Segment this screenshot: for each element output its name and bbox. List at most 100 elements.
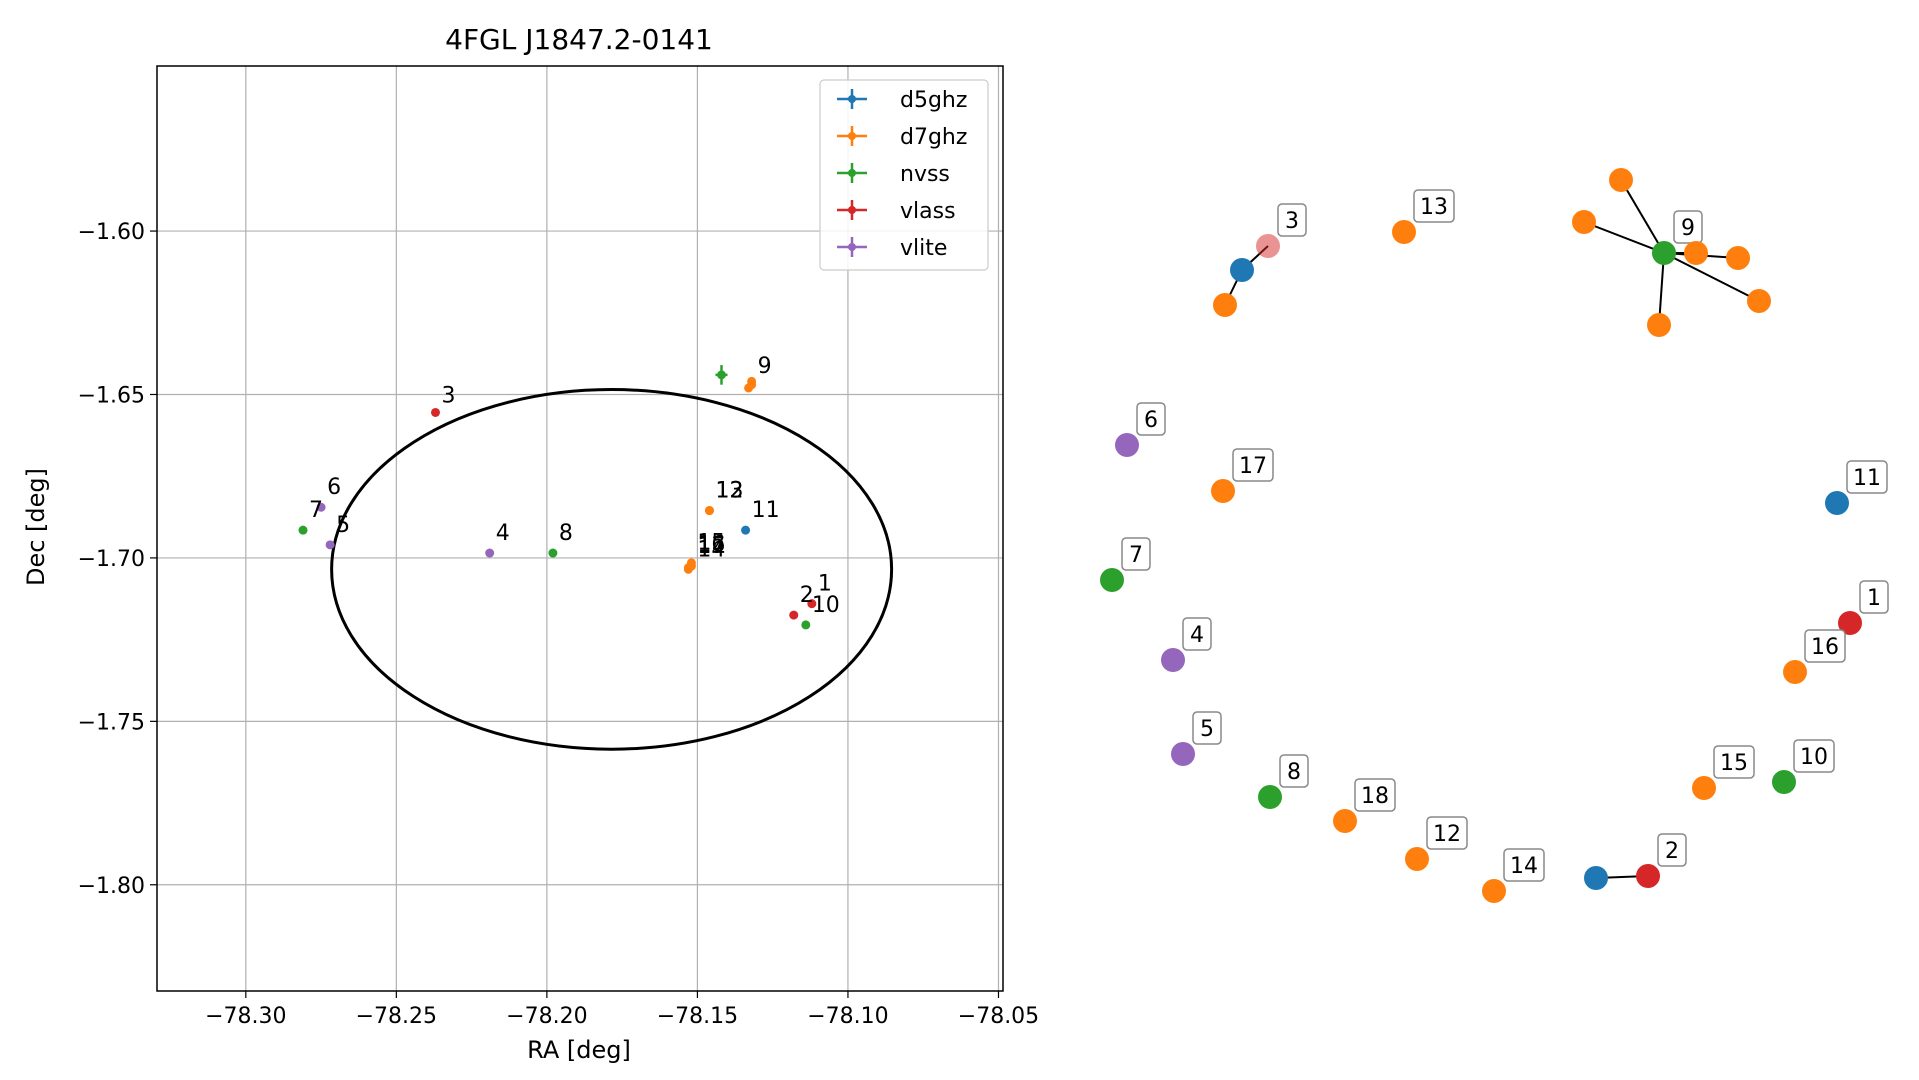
node-label: 11 <box>1853 466 1881 491</box>
network-node <box>1647 313 1671 337</box>
legend-label-d5ghz: d5ghz <box>900 88 967 113</box>
node-marker-vlass <box>1838 611 1862 635</box>
node-label-box <box>1793 739 1835 773</box>
x-axis-label: RA [deg] <box>527 1036 631 1064</box>
node-marker-nvss <box>1652 241 1676 265</box>
node-label-box <box>1279 754 1309 788</box>
legend-box <box>819 79 989 271</box>
network-node: 1 <box>1838 580 1889 635</box>
x-tick-label: −78.25 <box>356 1004 437 1029</box>
node-marker-vlass <box>1636 864 1660 888</box>
node-label: 2 <box>1665 839 1679 864</box>
point-nvss-10 <box>801 620 811 630</box>
legend-marker <box>848 206 856 214</box>
node-marker-vlass <box>1256 234 1280 258</box>
network-node <box>1747 289 1771 313</box>
x-tick-label: −78.05 <box>958 1004 1039 1029</box>
point-label: 11 <box>752 498 780 523</box>
point-label: 9 <box>758 354 772 379</box>
network-node: 17 <box>1211 448 1274 503</box>
network-node: 5 <box>1171 711 1222 766</box>
point-vlite-4 <box>485 548 495 558</box>
node-marker-d7ghz <box>1213 293 1237 317</box>
grid <box>157 66 1003 991</box>
y-tick-label: −1.75 <box>78 710 145 735</box>
node-label: 12 <box>1433 822 1461 847</box>
point-d7ghz-12 <box>704 506 714 516</box>
network-node: 14 <box>1482 848 1545 903</box>
node-marker-nvss <box>1258 785 1282 809</box>
point-label: 7 <box>309 498 323 523</box>
point-label: 10 <box>812 593 840 618</box>
point-d7ghz-14 <box>683 564 693 574</box>
point-d7ghz-9 <box>744 383 754 393</box>
node-label: 1 <box>1867 586 1881 611</box>
node-label: 8 <box>1287 760 1301 785</box>
network-node <box>1584 866 1608 890</box>
node-marker-d7ghz <box>1692 776 1716 800</box>
point-label: 15 <box>697 531 725 556</box>
y-tick-label: −1.70 <box>78 547 145 572</box>
node-label: 9 <box>1681 216 1695 241</box>
network-edge <box>1663 252 1760 302</box>
node-label-box <box>1136 402 1166 436</box>
network-node: 2 <box>1636 833 1687 888</box>
node-marker-d7ghz <box>1482 879 1506 903</box>
legend-marker <box>848 132 856 140</box>
y-tick-label: −1.60 <box>78 220 145 245</box>
point-label: 17 <box>697 534 725 559</box>
node-label-box <box>1804 629 1846 663</box>
node-label-box <box>1182 617 1212 651</box>
legend: d5ghz d7ghz nvss vlass vlite <box>819 79 989 271</box>
node-marker-d7ghz <box>1684 241 1708 265</box>
node-label: 13 <box>1420 195 1448 220</box>
network-node <box>1609 168 1633 192</box>
network-node: 10 <box>1772 739 1835 794</box>
legend-label-vlite: vlite <box>900 236 947 261</box>
x-tick-label: −78.10 <box>807 1004 888 1029</box>
node-label-box <box>1277 203 1307 237</box>
node-label-box <box>1192 711 1222 745</box>
network-node: 16 <box>1783 629 1846 684</box>
node-label-box <box>1413 189 1455 223</box>
network-node: 12 <box>1405 816 1468 871</box>
point-vlass-3 <box>430 407 440 417</box>
legend-marker <box>848 169 856 177</box>
node-marker-d7ghz <box>1405 847 1429 871</box>
node-marker-d7ghz <box>1572 210 1596 234</box>
node-label: 17 <box>1239 454 1267 479</box>
network-node <box>1726 246 1750 270</box>
node-label: 7 <box>1129 543 1143 568</box>
node-marker-nvss <box>1100 568 1124 592</box>
node-label-box <box>1121 537 1151 571</box>
point-nvss-9 <box>717 370 727 380</box>
node-label: 18 <box>1361 784 1389 809</box>
legend-marker <box>848 243 856 251</box>
point-d5ghz-11 <box>741 525 751 535</box>
y-axis-label: Dec [deg] <box>22 468 50 586</box>
node-label: 6 <box>1144 408 1158 433</box>
node-marker-d7ghz <box>1726 246 1750 270</box>
chart-title: 4FGL J1847.2-0141 <box>445 23 713 56</box>
point-nvss-7 <box>298 525 308 535</box>
network-node <box>1684 241 1708 265</box>
axes-frame <box>156 65 1004 992</box>
node-label-box <box>1859 580 1889 614</box>
network-node: 7 <box>1100 537 1151 592</box>
y-tick-label: −1.65 <box>78 383 145 408</box>
node-marker-d5ghz <box>1230 258 1254 282</box>
network-node: 9 <box>1652 210 1703 265</box>
network-node <box>1213 293 1237 317</box>
axis-ticks: −78.30 −78.25 −78.20 −78.15 −78.10 −78.05 −1.6… <box>78 220 1040 1029</box>
node-label-box <box>1846 460 1888 494</box>
node-marker-vlite <box>1171 742 1195 766</box>
network-node <box>1230 258 1254 282</box>
node-marker-d5ghz <box>1825 491 1849 515</box>
point-vlite-6 <box>316 502 326 512</box>
node-label: 15 <box>1720 751 1748 776</box>
legend-label-vlass: vlass <box>900 199 956 224</box>
point-label: 12 <box>715 478 743 503</box>
point-vlass-2 <box>789 610 799 620</box>
network-edge <box>1658 252 1665 326</box>
